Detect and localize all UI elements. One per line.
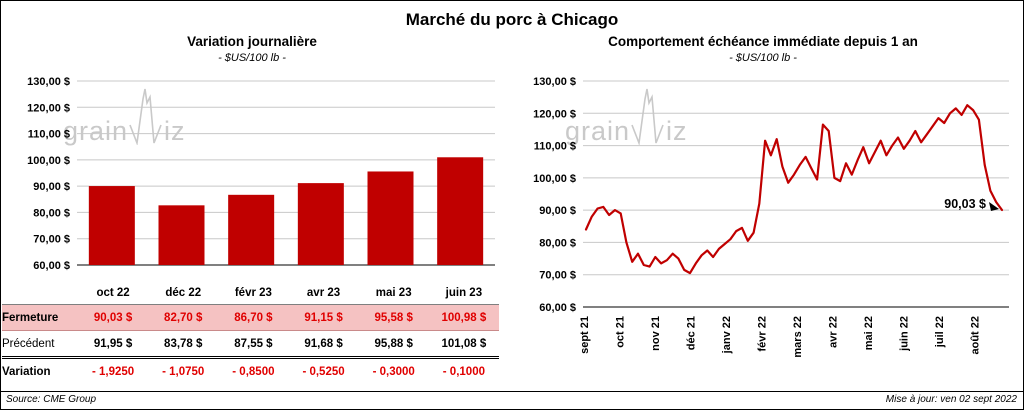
y-tick-label: 110,00 $ — [28, 129, 70, 141]
watermark-text-left: grain — [63, 116, 129, 146]
price-cell: - 0,8500 — [218, 356, 289, 384]
price-cell: - 1,9250 — [78, 356, 149, 384]
y-tick-label: 130,00 $ — [27, 76, 70, 88]
table-row: Fermeture 90,03 $82,70 $86,70 $91,15 $95,… — [2, 304, 499, 331]
bar-chart: 60,00 $ 70,00 $ 80,00 $ 90,00 $ 100,00 $ 110,… — [27, 76, 495, 272]
price-cell: 100,98 $ — [428, 304, 499, 331]
source-note: Source: CME Group — [6, 394, 97, 405]
price-cell: 91,15 $ — [288, 304, 359, 331]
line-chart-title: Comportement échéance immédiate depuis 1… — [608, 34, 918, 49]
x-tick-label: mars 22 — [792, 316, 804, 358]
bar-chart-area: grain iz 60,00 $ 70,00 $ 80,00 $ 90,00 $ 100… — [1, 65, 503, 281]
bar — [158, 205, 205, 265]
trend-panel: Comportement échéance immédiate depuis 1… — [503, 31, 1023, 384]
price-cell: 91,95 $ — [93, 337, 133, 350]
watermark-text-left: grain — [565, 116, 631, 146]
y-tick-label: 120,00 $ — [533, 108, 576, 120]
y-tick-label: 70,00 $ — [539, 270, 576, 282]
grainwiz-w-icon — [129, 88, 162, 145]
price-cell: 82,70 $ — [148, 304, 219, 331]
x-tick-label: oct 21 — [615, 316, 627, 348]
x-tick-label: mai 22 — [863, 316, 875, 350]
grainwiz-watermark: grain iz — [565, 87, 688, 145]
price-cell: - 0,3000 — [358, 356, 429, 384]
price-cell: - 0,5250 — [288, 356, 359, 384]
bar — [88, 186, 135, 265]
table-row: Variation - 1,9250- 1,0750- 0,8500- 0,525… — [2, 356, 499, 384]
last-value-label: 90,03 $ — [944, 197, 986, 211]
x-tick-label: nov 21 — [650, 316, 662, 351]
x-tick-label: août 22 — [970, 316, 982, 355]
y-tick-label: 60,00 $ — [539, 302, 576, 314]
table-row: Précédent 91,95 $ 83,78 $ 87,55 $ 91,68 $ 95,… — [2, 331, 499, 358]
updated-note: Mise à jour: ven 02 sept 2022 — [885, 394, 1017, 405]
grainwiz-watermark: grain iz — [63, 87, 186, 145]
category-label: oct 22 — [78, 281, 149, 305]
row-label: Variation — [2, 356, 78, 384]
price-cell: - 1,0750 — [148, 356, 219, 384]
category-label: avr 23 — [288, 281, 359, 305]
price-cell: 87,55 $ — [234, 337, 273, 350]
category-label: mai 23 — [358, 281, 429, 305]
row-label: Fermeture — [2, 304, 78, 331]
x-tick-label: févr 22 — [757, 316, 769, 351]
category-label: déc 22 — [148, 281, 219, 305]
x-tick-label: déc 21 — [686, 316, 698, 350]
price-cell: 95,58 $ — [358, 304, 429, 331]
bar — [437, 157, 484, 265]
y-tick-label: 90,00 $ — [33, 181, 70, 193]
report-body: Variation journalière - $US/100 lb - gra… — [1, 31, 1023, 384]
page-title: Marché du porc à Chicago — [405, 10, 619, 29]
price-cell: - 0,1000 — [428, 356, 499, 384]
grainwiz-w-icon — [631, 88, 664, 145]
y-tick-label: 80,00 $ — [33, 207, 70, 219]
price-cell: 91,68 $ — [304, 337, 343, 350]
category-label: juin 23 — [428, 281, 499, 305]
report-footer: Source: CME Group Mise à jour: ven 02 se… — [1, 391, 1023, 409]
y-tick-label: 60,00 $ — [33, 260, 70, 272]
price-line — [584, 104, 1004, 275]
watermark-text-right: iz — [164, 116, 186, 146]
x-tick-label: janv 22 — [721, 316, 733, 354]
bar — [367, 171, 414, 265]
y-tick-label: 100,00 $ — [27, 155, 70, 167]
y-tick-label: 100,00 $ — [533, 173, 576, 185]
y-tick-label: 80,00 $ — [539, 237, 576, 249]
watermark-text-right: iz — [666, 116, 688, 146]
y-tick-label: 120,00 $ — [27, 102, 70, 114]
price-cell: 95,88 $ — [374, 337, 413, 350]
price-cell: 83,78 $ — [164, 337, 203, 350]
line-chart-subtitle: - $US/100 lb - — [729, 52, 797, 64]
y-tick-label: 130,00 $ — [533, 76, 576, 88]
y-tick-label: 70,00 $ — [33, 234, 70, 246]
annotation-arrow-icon — [989, 202, 999, 212]
price-cell: 101,08 $ — [441, 337, 487, 350]
row-label: Précédent — [2, 337, 55, 350]
category-label: févr 23 — [218, 281, 289, 305]
price-table: oct 22 déc 22 févr 23 avr 23 mai 23 juin 23 Fe… — [2, 281, 499, 384]
price-cell: 86,70 $ — [218, 304, 289, 331]
x-tick-label: avr 22 — [828, 316, 840, 348]
bar — [297, 183, 344, 265]
category-row: oct 22 déc 22 févr 23 avr 23 mai 23 juin 23 — [2, 281, 499, 305]
bar — [228, 194, 275, 265]
x-tick-label: juin 22 — [899, 316, 911, 352]
line-chart-area: grain iz 60,00 $ 70,00 $ 80,00 $ 90,00 $ 100… — [503, 65, 1023, 379]
x-tick-label: sept 21 — [579, 316, 591, 354]
price-cell: 90,03 $ — [78, 304, 149, 331]
x-tick-label: juil 22 — [934, 316, 946, 348]
line-chart: 60,00 $ 70,00 $ 80,00 $ 90,00 $ 100,00 $ 110,… — [533, 76, 1009, 358]
y-tick-label: 110,00 $ — [534, 141, 576, 153]
bar-chart-subtitle: - $US/100 lb - — [218, 52, 286, 64]
y-tick-label: 90,00 $ — [539, 205, 576, 217]
bar-chart-title: Variation journalière — [187, 34, 317, 49]
daily-variation-panel: Variation journalière - $US/100 lb - gra… — [1, 31, 503, 384]
table-corner — [2, 281, 78, 305]
